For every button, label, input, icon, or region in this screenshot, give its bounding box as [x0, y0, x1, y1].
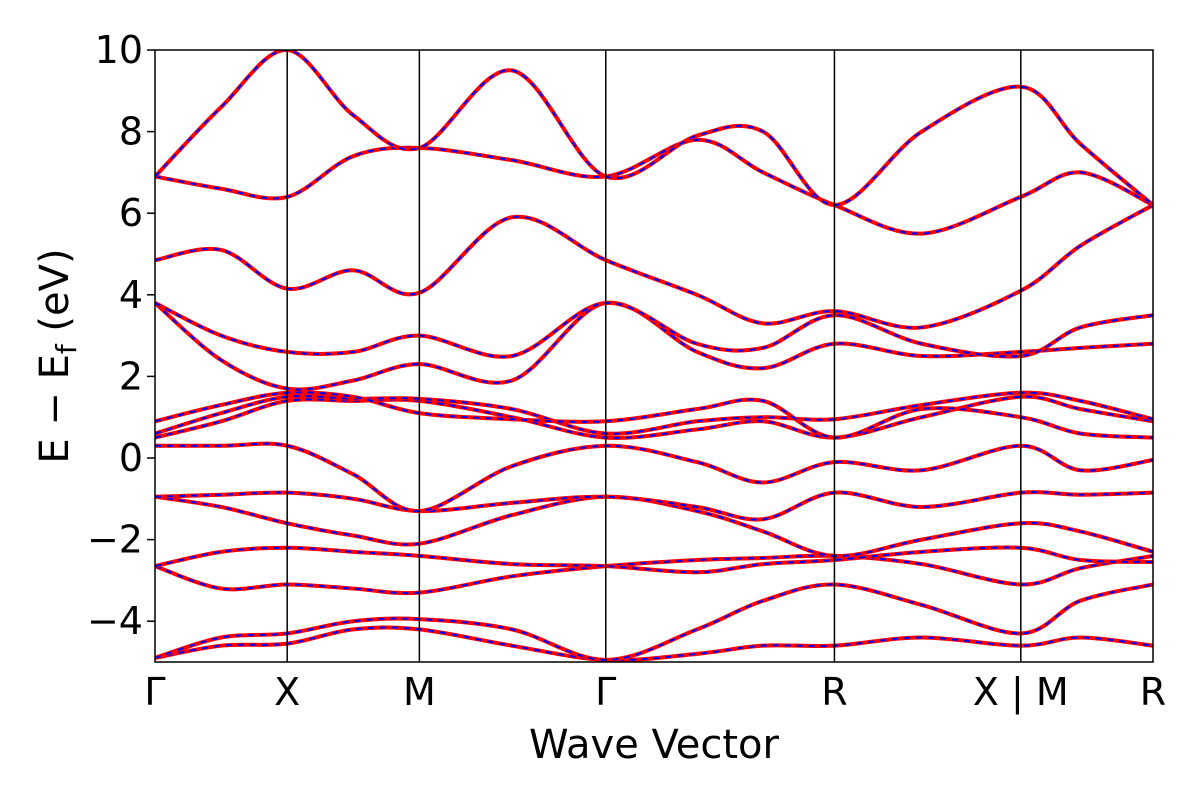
band-line-blue	[155, 301, 1153, 358]
y-axis-label-sub: f	[50, 343, 83, 354]
high-symmetry-lines	[286, 50, 1022, 662]
x-tick-label: R	[1140, 670, 1166, 714]
band-line-blue	[155, 491, 1153, 521]
band-line-blue	[155, 391, 1153, 439]
y-tick-label: 4	[119, 273, 143, 317]
bands-layer	[155, 50, 1153, 662]
y-tick-label: −4	[87, 599, 143, 643]
y-tick-label: −2	[87, 518, 143, 562]
band-line-blue	[155, 204, 1153, 329]
x-tick-label: X	[274, 670, 300, 714]
band-line-blue	[155, 583, 1153, 661]
y-axis-label-main: E − E	[32, 354, 78, 464]
x-tick-label: X | M	[973, 670, 1069, 715]
y-axis-label: E − Ef (eV)	[32, 248, 83, 463]
plot-frame	[154, 49, 1154, 663]
x-axis-ticks: Γ X M Γ R X | M R	[144, 670, 1166, 715]
band-line-blue	[155, 391, 1153, 435]
x-tick-label: M	[403, 670, 436, 714]
y-axis-ticks: 10 8 6 4 2 0 −2 −4	[87, 28, 155, 643]
y-tick-label: 8	[119, 110, 143, 154]
band-line-blue	[155, 554, 1153, 595]
y-tick-label: 2	[119, 354, 143, 398]
band-line-blue	[155, 546, 1153, 574]
x-tick-label: Γ	[595, 670, 616, 714]
y-tick-label: 6	[119, 191, 143, 235]
y-tick-label: 0	[119, 436, 143, 480]
y-axis-label-unit: (eV)	[32, 248, 78, 344]
x-tick-label: Γ	[144, 670, 165, 714]
band-line-blue	[155, 442, 1153, 513]
x-tick-label: R	[821, 670, 847, 714]
band-line-blue	[155, 50, 1153, 207]
y-tick-label: 10	[95, 28, 143, 72]
band-line-blue	[155, 626, 1153, 662]
band-line-red	[155, 137, 1153, 236]
x-axis-label: Wave Vector	[529, 722, 780, 768]
band-line-blue	[155, 395, 1153, 439]
